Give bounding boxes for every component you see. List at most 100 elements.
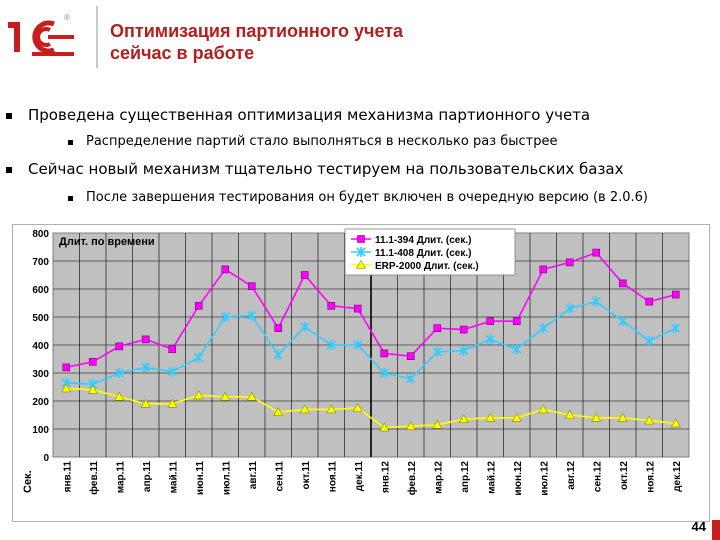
data-point xyxy=(168,345,177,353)
bullet-2-text: Сейчас новый механизм тщательно тестируе… xyxy=(28,160,624,178)
data-point xyxy=(380,349,389,358)
data-point xyxy=(459,345,469,356)
data-point xyxy=(352,402,363,412)
data-point xyxy=(357,235,365,243)
x-tick-label: окт.12 xyxy=(619,461,630,490)
data-point xyxy=(565,303,575,314)
bullet-1: Проведена существенная оптимизация механ… xyxy=(6,106,591,124)
y-tick-label: 200 xyxy=(32,397,49,408)
bottom-accent-bar xyxy=(712,520,720,540)
data-point xyxy=(538,404,549,414)
header-divider xyxy=(96,6,98,68)
data-point xyxy=(671,290,680,299)
sub-bullet-square-icon xyxy=(68,196,73,201)
data-point xyxy=(592,248,601,257)
data-point xyxy=(247,310,257,321)
x-tick-label: авг.11 xyxy=(248,461,259,490)
data-point xyxy=(141,335,150,344)
x-tick-label: фев.12 xyxy=(406,461,418,496)
data-point xyxy=(670,418,681,428)
x-tick-label: окт.11 xyxy=(301,461,312,490)
x-tick-label: сен.12 xyxy=(592,461,603,493)
sub-bullet-2-text: После завершения тестирования он будет в… xyxy=(86,190,648,205)
data-point xyxy=(62,363,71,372)
x-tick-label: май.12 xyxy=(486,461,497,494)
data-point xyxy=(246,391,257,401)
data-point xyxy=(353,304,362,313)
data-point xyxy=(114,391,125,401)
data-point xyxy=(671,323,681,334)
data-point xyxy=(458,414,469,423)
page-number: 44 xyxy=(691,519,706,534)
company-logo: ® xyxy=(4,8,90,66)
x-tick-label: мар.12 xyxy=(433,461,444,494)
registered-mark: ® xyxy=(64,13,70,22)
data-point xyxy=(591,296,601,307)
legend-entry-label: 11.1-394 Длит. (сек.) xyxy=(375,235,471,246)
x-tick-label: июн.11 xyxy=(195,461,206,496)
data-point xyxy=(193,390,204,400)
data-point xyxy=(459,325,468,334)
bullet-2: Сейчас новый механизм тщательно тестируе… xyxy=(6,160,624,178)
data-point xyxy=(353,340,363,350)
data-point xyxy=(140,398,151,408)
bullet-1-text: Проведена существенная оптимизация механ… xyxy=(28,106,591,124)
data-point xyxy=(511,412,522,422)
data-point xyxy=(273,349,283,360)
data-point xyxy=(645,297,654,306)
x-tick-label: май.11 xyxy=(168,461,179,494)
data-point xyxy=(355,259,367,269)
data-point xyxy=(591,412,602,422)
data-point xyxy=(512,344,522,355)
data-point xyxy=(115,342,124,351)
data-point xyxy=(644,335,654,346)
data-point xyxy=(167,366,177,377)
logo-1c-icon: ® xyxy=(8,13,74,56)
data-point xyxy=(114,368,124,378)
data-point xyxy=(273,407,284,416)
data-point xyxy=(618,279,627,288)
data-point xyxy=(247,282,256,291)
x-tick-label: июн.12 xyxy=(513,461,524,496)
x-tick-label: янв.12 xyxy=(380,461,391,493)
data-point xyxy=(565,258,574,267)
data-point xyxy=(433,324,442,332)
sub-bullet-2: После завершения тестирования он будет в… xyxy=(68,190,648,205)
x-tick-label: дек.12 xyxy=(672,461,683,492)
y-tick-label: 700 xyxy=(32,257,49,268)
y-tick-label: 300 xyxy=(32,369,49,380)
data-point xyxy=(167,398,178,408)
duration-chart: 0 100 200 300 400 500 600 700 800 янв.11 фев.11 мар… xyxy=(22,228,690,496)
data-point xyxy=(486,317,495,325)
data-point xyxy=(194,302,203,310)
data-point xyxy=(141,362,151,373)
data-point xyxy=(326,340,336,350)
y-tick-label: 600 xyxy=(32,285,49,296)
slide-title-line2: сейчас в работе xyxy=(110,43,255,63)
sub-bullet-square-icon xyxy=(68,140,73,145)
x-tick-label: апр.11 xyxy=(142,461,153,492)
chart-frame: 0 100 200 300 400 500 600 700 800 янв.11 фев.11 мар… xyxy=(12,224,710,522)
data-point xyxy=(379,422,390,432)
data-point xyxy=(485,412,496,422)
slide-title: Оптимизация партионного учета сейчас в р… xyxy=(110,20,403,64)
x-tick-label: апр.12 xyxy=(460,461,471,493)
chart-title: Длит. по времени xyxy=(59,236,155,248)
data-point xyxy=(617,412,628,422)
x-tick-label: фев.11 xyxy=(88,461,100,495)
x-tick-label: июл.11 xyxy=(221,461,232,496)
bullet-square-icon xyxy=(6,167,12,173)
sub-bullet-1-text: Распределение партий стало выполняться в… xyxy=(86,134,558,149)
y-tick-label: 500 xyxy=(32,313,49,324)
data-point xyxy=(356,247,366,257)
data-point xyxy=(539,265,548,274)
data-point xyxy=(405,421,416,430)
x-tick-label: сен.11 xyxy=(274,461,285,492)
x-tick-label: авг.12 xyxy=(566,461,577,490)
data-point xyxy=(564,409,575,419)
data-point xyxy=(538,323,548,334)
data-point xyxy=(432,419,443,429)
series-line-3 xyxy=(66,387,676,429)
bullet-square-icon xyxy=(6,113,12,119)
data-point xyxy=(406,373,416,384)
